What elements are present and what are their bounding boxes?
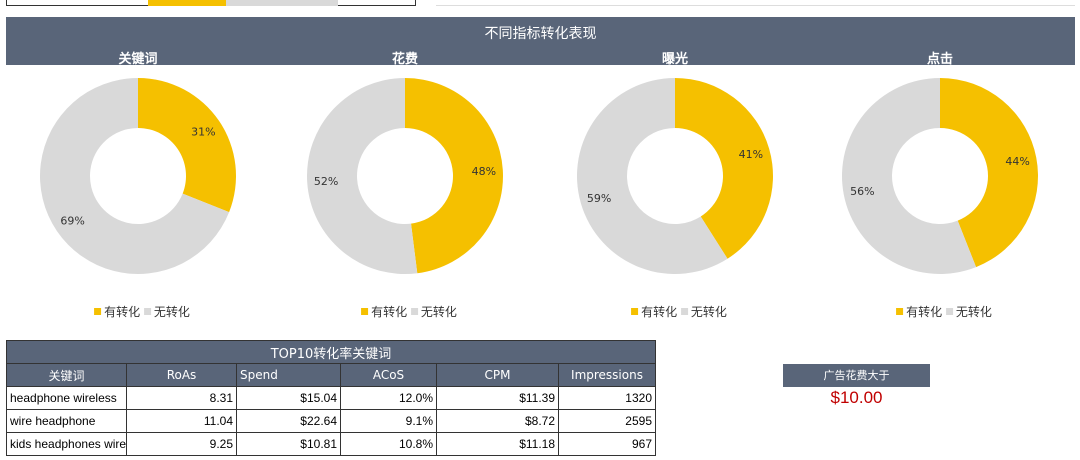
donut-charts: 31% 69% 48% 52% 41% 59% 44% 56% [40, 78, 1038, 274]
top10-table: TOP10转化率关键词 关键词 RoAs Spend ACoS CPM Impr… [6, 340, 656, 456]
chart-title-keyword: 关键词 [118, 52, 158, 67]
chart-header-band: 不同指标转化表现 关键词 花费 曝光 点击 [6, 17, 1075, 67]
col-impressions: Impressions [558, 363, 656, 387]
slice-label: 56% [850, 185, 874, 198]
slice-label: 69% [60, 214, 84, 227]
col-acos: ACoS [340, 363, 437, 387]
legend-swatch-converted [896, 308, 904, 315]
legend-label: 无转化 [153, 305, 190, 319]
legend-swatch-not-converted [680, 308, 688, 315]
table-cell[interactable]: 2595 [558, 409, 656, 433]
legend-label: 有转化 [906, 305, 943, 319]
table-cell[interactable]: 9.25 [126, 432, 237, 456]
table-row: wire headphone 11.04 $22.64 9.1% $8.72 2595 [6, 409, 656, 433]
slice-not-converted[interactable] [577, 78, 728, 274]
legend-label: 有转化 [641, 305, 678, 319]
table-cell[interactable]: $11.39 [436, 386, 559, 410]
slice-label: 44% [1005, 155, 1029, 168]
slice-converted[interactable] [940, 78, 1038, 268]
slice-not-converted[interactable] [40, 78, 230, 274]
table-title: TOP10转化率关键词 [6, 340, 656, 364]
slice-label: 59% [587, 192, 611, 205]
slice-converted[interactable] [675, 78, 774, 259]
table-cell[interactable]: $22.64 [236, 409, 341, 433]
table-cell[interactable]: 967 [558, 432, 656, 456]
chart-legend: 有转化 无转化 [361, 303, 457, 320]
filter-value[interactable]: $10.00 [830, 388, 883, 407]
table-cell[interactable]: kids headphones wired [6, 432, 127, 456]
top-gray-cell [226, 0, 338, 6]
legend-label: 有转化 [371, 305, 408, 319]
chart-title-spend: 花费 [391, 52, 419, 67]
table-cell[interactable]: 12.0% [340, 386, 437, 410]
col-roas: RoAs [126, 363, 237, 387]
col-cpm: CPM [436, 363, 559, 387]
legend-swatch-not-converted [945, 308, 953, 315]
top-grid [436, 0, 1075, 6]
table-cell[interactable]: $15.04 [236, 386, 341, 410]
slice-label: 41% [739, 148, 763, 161]
col-keyword: 关键词 [6, 363, 127, 387]
legend-swatch-converted [631, 308, 639, 315]
table-cell[interactable]: 11.04 [126, 409, 237, 433]
chart-legend: 有转化 无转化 [631, 303, 727, 320]
table-cell[interactable]: wire headphone [6, 409, 127, 433]
slice-label: 48% [472, 165, 496, 178]
table-row: headphone wireless 8.31 $15.04 12.0% $11.39 1… [6, 386, 656, 410]
slice-label: 31% [191, 126, 215, 139]
chart-title-clicks: 点击 [926, 52, 954, 67]
legend-swatch-not-converted [410, 308, 418, 315]
table-cell[interactable]: $10.81 [236, 432, 341, 456]
table-cell[interactable]: $8.72 [436, 409, 559, 433]
top-highlight-cell [148, 0, 226, 6]
legend-label: 无转化 [690, 305, 727, 319]
table-row: kids headphones wired 9.25 $10.81 10.8% $11.… [6, 432, 656, 456]
chart-legend: 有转化 无转化 [94, 303, 190, 320]
chart-legend: 有转化 无转化 [896, 303, 992, 320]
table-cell[interactable]: 10.8% [340, 432, 437, 456]
table-cell[interactable]: 8.31 [126, 386, 237, 410]
table-cell[interactable]: headphone wireless [6, 386, 127, 410]
legend-label: 无转化 [955, 305, 992, 319]
table-cell[interactable]: 9.1% [340, 409, 437, 433]
filter-label: 广告花费大于 [783, 364, 930, 387]
legend-label: 无转化 [420, 305, 457, 319]
col-spend: Spend [236, 363, 341, 387]
legend-label: 有转化 [104, 305, 141, 319]
table-cell[interactable]: $11.18 [436, 432, 559, 456]
slice-not-converted[interactable] [306, 78, 418, 274]
section-title: 不同指标转化表现 [484, 26, 597, 42]
slice-converted[interactable] [138, 78, 237, 213]
table-cell[interactable]: 1320 [558, 386, 656, 410]
legend-swatch-converted [361, 308, 369, 315]
chart-title-impressions: 曝光 [661, 52, 689, 67]
slice-converted[interactable] [405, 78, 503, 274]
legend-swatch-not-converted [143, 308, 151, 315]
slice-label: 52% [314, 175, 338, 188]
slice-not-converted[interactable] [842, 78, 977, 274]
legend-swatch-converted [94, 308, 102, 315]
